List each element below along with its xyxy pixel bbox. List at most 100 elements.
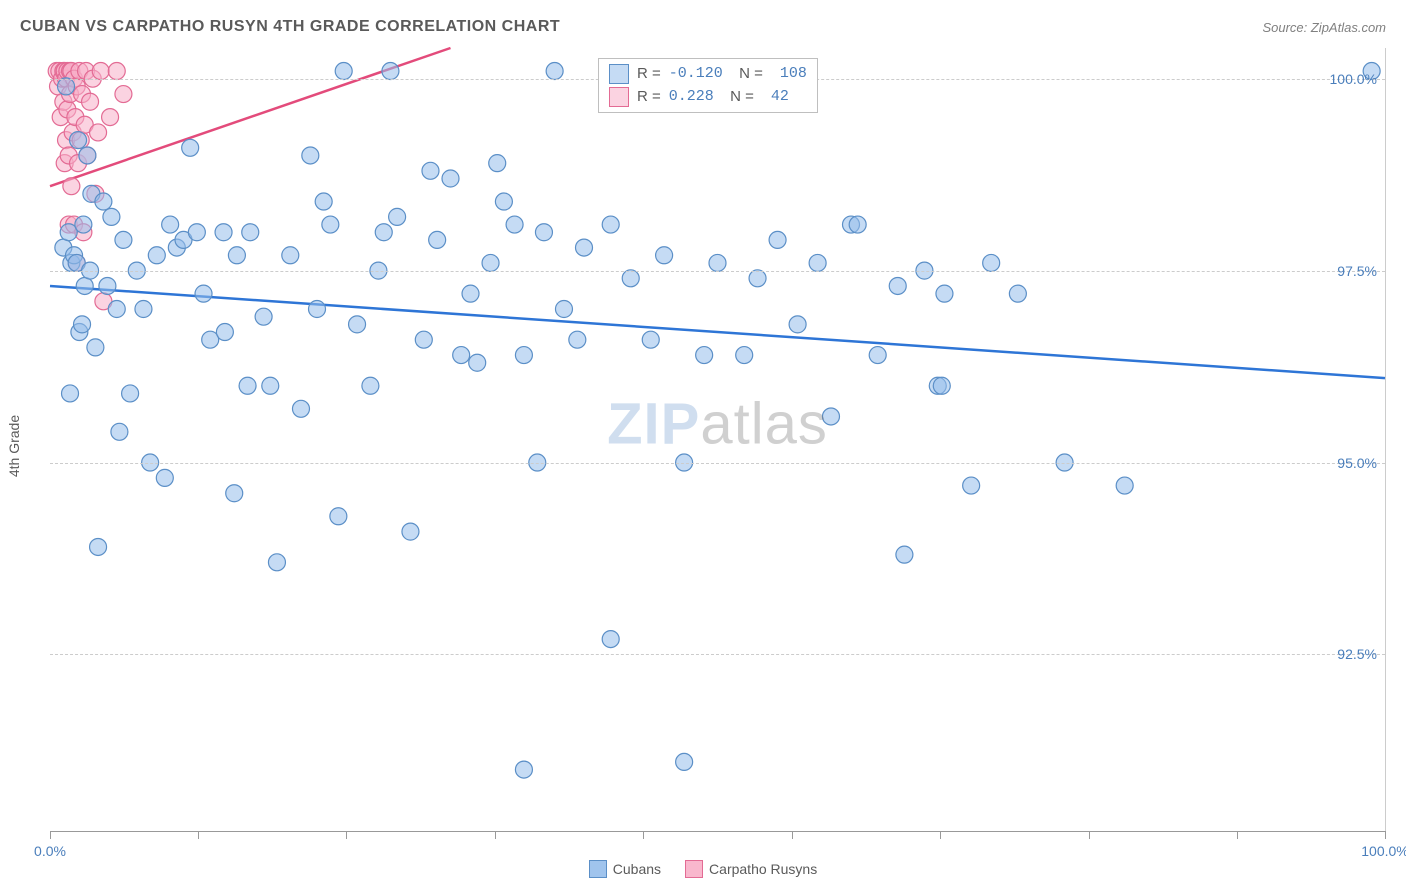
data-point [809, 254, 826, 271]
data-point [546, 63, 563, 80]
data-point [87, 339, 104, 356]
data-point [709, 254, 726, 271]
x-tick [50, 831, 51, 839]
chart-plot-area: ZIPatlas R =-0.120 N = 108R =0.228 N = 4… [50, 48, 1386, 832]
data-point [102, 109, 119, 126]
x-tick [495, 831, 496, 839]
data-point [90, 538, 107, 555]
legend-label: Cubans [613, 861, 661, 877]
data-point [602, 216, 619, 233]
data-point [453, 347, 470, 364]
data-point [108, 63, 125, 80]
data-point [555, 301, 572, 318]
data-point [849, 216, 866, 233]
y-tick-label: 100.0% [1330, 71, 1377, 87]
x-tick [1385, 831, 1386, 839]
data-point [382, 63, 399, 80]
legend-label: Carpatho Rusyns [709, 861, 817, 877]
stats-n-label: N = [722, 86, 754, 109]
data-point [62, 385, 79, 402]
data-point [375, 224, 392, 241]
scatter-plot-svg [50, 48, 1385, 831]
data-point [506, 216, 523, 233]
data-point [92, 63, 109, 80]
data-point [736, 347, 753, 364]
data-point [569, 331, 586, 348]
data-point [602, 631, 619, 648]
data-point [268, 554, 285, 571]
correlation-stats-box: R =-0.120 N = 108R =0.228 N = 42 [598, 58, 818, 113]
data-point [422, 162, 439, 179]
data-point [74, 316, 91, 333]
data-point [983, 254, 1000, 271]
data-point [188, 224, 205, 241]
data-point [58, 78, 75, 95]
x-tick [792, 831, 793, 839]
data-point [309, 301, 326, 318]
data-point [1116, 477, 1133, 494]
data-point [515, 347, 532, 364]
data-point [115, 231, 132, 248]
data-point [789, 316, 806, 333]
data-point [302, 147, 319, 164]
data-point [933, 377, 950, 394]
data-point [896, 546, 913, 563]
stats-r-label: R = [637, 63, 661, 86]
chart-title: CUBAN VS CARPATHO RUSYN 4TH GRADE CORREL… [20, 18, 560, 36]
data-point [936, 285, 953, 302]
data-point [1009, 285, 1026, 302]
data-point [239, 377, 256, 394]
data-point [469, 354, 486, 371]
data-point [315, 193, 332, 210]
data-point [482, 254, 499, 271]
data-point [135, 301, 152, 318]
data-point [162, 216, 179, 233]
data-point [389, 208, 406, 225]
stats-n-value: 42 [762, 86, 789, 109]
data-point [889, 277, 906, 294]
data-point [156, 469, 173, 486]
source-attribution: Source: ZipAtlas.com [1262, 20, 1386, 35]
data-point [489, 155, 506, 172]
stats-n-label: N = [731, 63, 763, 86]
data-point [622, 270, 639, 287]
data-point [349, 316, 366, 333]
stats-row: R = -0.120 N = 108 [609, 63, 807, 86]
data-point [335, 63, 352, 80]
data-point [182, 139, 199, 156]
y-tick-label: 95.0% [1337, 455, 1377, 471]
data-point [108, 301, 125, 318]
x-tick [1089, 831, 1090, 839]
legend-swatch [685, 860, 703, 878]
stats-r-value: -0.120 [669, 63, 723, 86]
trend-line [50, 286, 1385, 378]
data-point [282, 247, 299, 264]
data-point [322, 216, 339, 233]
data-point [576, 239, 593, 256]
gridline-h [50, 463, 1385, 464]
data-point [75, 216, 92, 233]
data-point [242, 224, 259, 241]
data-point [76, 277, 93, 294]
stats-swatch [609, 64, 629, 84]
data-point [99, 277, 116, 294]
data-point [415, 331, 432, 348]
data-point [63, 178, 80, 195]
stats-n-value: 108 [771, 63, 807, 86]
data-point [122, 385, 139, 402]
data-point [330, 508, 347, 525]
x-tick-label: 100.0% [1361, 843, 1406, 859]
data-point [90, 124, 107, 141]
data-point [148, 247, 165, 264]
data-point [70, 132, 87, 149]
gridline-h [50, 271, 1385, 272]
data-point [696, 347, 713, 364]
gridline-h [50, 654, 1385, 655]
data-point [115, 86, 132, 103]
data-point [822, 408, 839, 425]
y-tick-label: 92.5% [1337, 646, 1377, 662]
data-point [79, 147, 96, 164]
data-point [769, 231, 786, 248]
data-point [676, 753, 693, 770]
data-point [963, 477, 980, 494]
